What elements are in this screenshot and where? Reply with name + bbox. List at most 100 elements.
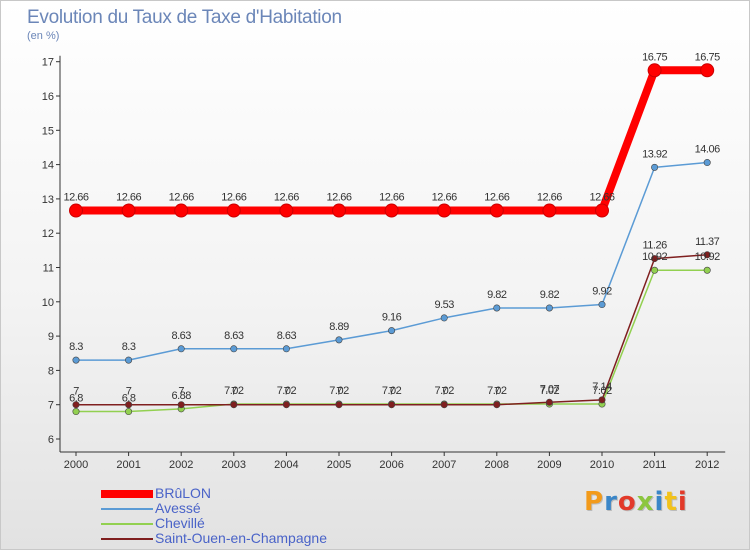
legend-label: BRûLON: [155, 485, 212, 501]
data-label: 9.82: [487, 289, 507, 301]
legend-swatch: [101, 507, 153, 510]
y-tick-label: 9: [48, 331, 54, 343]
data-label: 16.75: [642, 51, 667, 63]
data-point: [226, 203, 241, 218]
data-label: 7.02: [224, 385, 244, 397]
data-point: [388, 327, 396, 335]
y-tick-label: 10: [42, 297, 54, 309]
data-label: 8.3: [122, 341, 136, 353]
x-tick-label: 2002: [169, 459, 193, 471]
data-label: 6.8: [122, 393, 136, 405]
data-label: 7.02: [540, 385, 560, 397]
data-point: [651, 266, 659, 274]
data-point: [230, 345, 238, 353]
data-label: 9.16: [382, 312, 402, 324]
data-point: [703, 159, 711, 167]
data-point: [335, 401, 343, 409]
data-point: [703, 251, 711, 259]
data-label: 16.75: [695, 51, 720, 63]
x-tick-label: 2011: [643, 459, 667, 471]
data-label: 7.14: [592, 381, 612, 393]
data-label: 6.8: [69, 393, 83, 405]
data-point: [545, 304, 553, 312]
data-label: 7: [336, 386, 342, 398]
data-label: 12.66: [63, 192, 88, 204]
data-point: [174, 203, 189, 218]
data-point: [598, 396, 606, 404]
data-point: [279, 203, 294, 218]
y-tick-label: 16: [42, 91, 54, 103]
data-label: 12.66: [326, 192, 351, 204]
y-tick-label: 12: [42, 228, 54, 240]
data-point: [595, 203, 609, 218]
legend-swatch: [101, 522, 153, 525]
data-label: 7: [178, 386, 184, 398]
data-label: 8.63: [171, 330, 191, 342]
data-label: 9.82: [540, 289, 560, 301]
x-tick-label: 2006: [379, 459, 403, 471]
data-label: 8.63: [224, 330, 244, 342]
data-label: 7.07: [540, 383, 560, 395]
data-label: 7.02: [277, 385, 297, 397]
data-point: [545, 398, 553, 406]
data-point: [440, 401, 448, 409]
legend-label: Saint-Ouen-en-Champagne: [155, 530, 327, 546]
data-label: 7: [231, 386, 237, 398]
x-tick-label: 2003: [222, 459, 246, 471]
data-label: 8.63: [277, 330, 297, 342]
data-point: [440, 314, 448, 322]
data-label: 14.06: [695, 144, 720, 156]
data-point: [703, 266, 711, 274]
data-label: 12.66: [169, 192, 194, 204]
data-label: 7: [284, 386, 290, 398]
data-label: 9.92: [592, 286, 612, 298]
data-label: 11.37: [695, 236, 720, 248]
data-label: 7: [389, 386, 395, 398]
data-label: 6.88: [171, 390, 191, 402]
x-tick-label: 2009: [537, 459, 561, 471]
data-point: [388, 401, 396, 409]
y-tick-label: 8: [48, 365, 54, 377]
data-label: 9.53: [434, 299, 454, 311]
data-point: [282, 345, 290, 353]
data-point: [437, 203, 452, 218]
data-point: [384, 203, 399, 218]
data-label: 12.66: [379, 192, 404, 204]
data-point: [177, 345, 185, 353]
data-label: 11.26: [642, 240, 667, 252]
data-point: [598, 301, 606, 309]
data-label: 13.92: [642, 148, 667, 160]
x-tick-label: 2010: [590, 459, 614, 471]
data-label: 10.92: [695, 251, 720, 263]
legend-swatch: [101, 489, 153, 498]
y-tick-label: 6: [48, 434, 54, 446]
data-point: [69, 203, 83, 218]
data-point: [72, 408, 80, 416]
data-label: 7.02: [382, 385, 402, 397]
data-point: [125, 356, 133, 364]
data-label: 12.66: [221, 192, 246, 204]
data-point: [651, 163, 659, 171]
x-tick-label: 2000: [64, 459, 88, 471]
legend-label: Avessé: [155, 500, 201, 516]
data-point: [647, 63, 662, 78]
data-label: 12.66: [484, 192, 509, 204]
x-tick-label: 2012: [695, 459, 719, 471]
y-tick-label: 11: [43, 263, 54, 275]
data-label: 10.92: [642, 251, 667, 263]
data-point: [125, 401, 133, 409]
y-tick-label: 13: [42, 194, 54, 206]
data-label: 7: [126, 386, 132, 398]
data-label: 12.66: [537, 192, 562, 204]
data-point: [72, 401, 80, 409]
x-tick-label: 2001: [116, 459, 140, 471]
data-point: [651, 255, 659, 263]
data-label: 8.89: [329, 321, 349, 333]
data-point: [489, 203, 504, 218]
data-label: 7.02: [329, 385, 349, 397]
data-label: 12.66: [116, 192, 141, 204]
data-point: [72, 356, 80, 364]
series-line-0: [76, 66, 708, 215]
y-tick-label: 15: [42, 125, 54, 137]
